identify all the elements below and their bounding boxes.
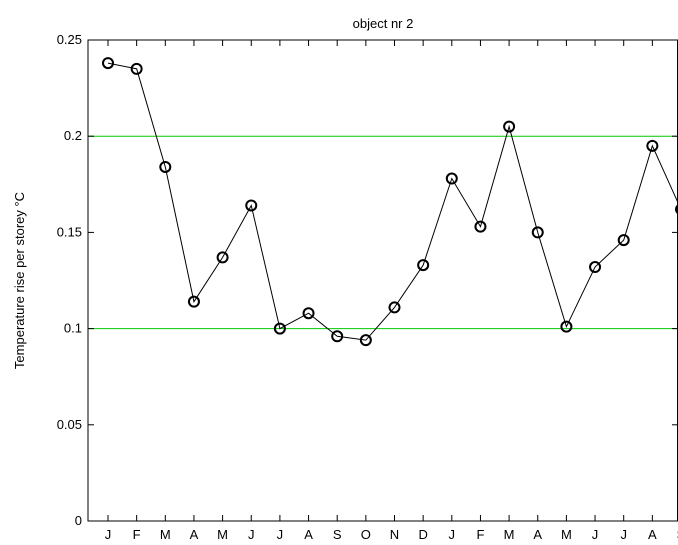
y-tick-labels: 0 0.05 0.1 0.15 0.2 0.25 (57, 32, 82, 528)
data-point (216, 251, 229, 264)
x-tick-label: M (561, 527, 572, 542)
data-point (531, 226, 544, 239)
data-point (646, 139, 659, 152)
data-point (503, 120, 516, 133)
x-tick-label: D (418, 527, 427, 542)
data-point (589, 261, 602, 274)
y-tick-label: 0.25 (57, 32, 82, 47)
x-tick-label: O (361, 527, 371, 542)
x-tick-label: J (277, 527, 284, 542)
x-tick-label: A (533, 527, 542, 542)
x-tick-label: N (390, 527, 399, 542)
x-tick-label: A (190, 527, 199, 542)
x-tick-label: A (304, 527, 313, 542)
data-point (675, 204, 678, 215)
data-point (245, 199, 258, 212)
x-tick-label: F (476, 527, 484, 542)
data-point (273, 322, 286, 335)
y-axis-label: Temperature rise per storey °C (12, 192, 27, 369)
data-point (417, 259, 430, 272)
x-tick-label: M (504, 527, 515, 542)
x-tick-label: S (677, 527, 678, 542)
y-tick-label: 0.1 (64, 321, 82, 336)
y-tick-label: 0.2 (64, 128, 82, 143)
data-point (102, 57, 114, 70)
x-tick-label: J (592, 527, 599, 542)
chart-title: object nr 2 (353, 16, 414, 31)
reference-lines (88, 135, 678, 330)
y-tick-label: 0.05 (57, 417, 82, 432)
x-tick-label: S (333, 527, 342, 542)
data-point (159, 160, 172, 173)
data-point (331, 330, 344, 343)
data-point (560, 320, 573, 333)
y-tick-label: 0 (75, 513, 82, 528)
data-point (388, 301, 401, 314)
data-point (187, 295, 200, 308)
data-point (130, 62, 143, 75)
data-markers (102, 57, 678, 347)
axis-ticks (88, 39, 678, 522)
data-point (474, 220, 487, 233)
x-tick-label: J (449, 527, 456, 542)
y-tick-label: 0.15 (57, 224, 82, 239)
x-tick-label: J (620, 527, 627, 542)
x-tick-label: M (217, 527, 228, 542)
x-tick-labels: JFMAMJJASONDJFMAMJJAS (105, 527, 678, 542)
data-point (617, 234, 630, 247)
data-point (445, 172, 458, 185)
x-tick-label: J (248, 527, 255, 542)
x-tick-label: M (160, 527, 171, 542)
x-tick-label: J (105, 527, 112, 542)
x-tick-label: A (648, 527, 657, 542)
x-tick-label: F (133, 527, 141, 542)
data-point (359, 334, 372, 347)
data-point (302, 307, 315, 320)
series-line (107, 62, 678, 341)
